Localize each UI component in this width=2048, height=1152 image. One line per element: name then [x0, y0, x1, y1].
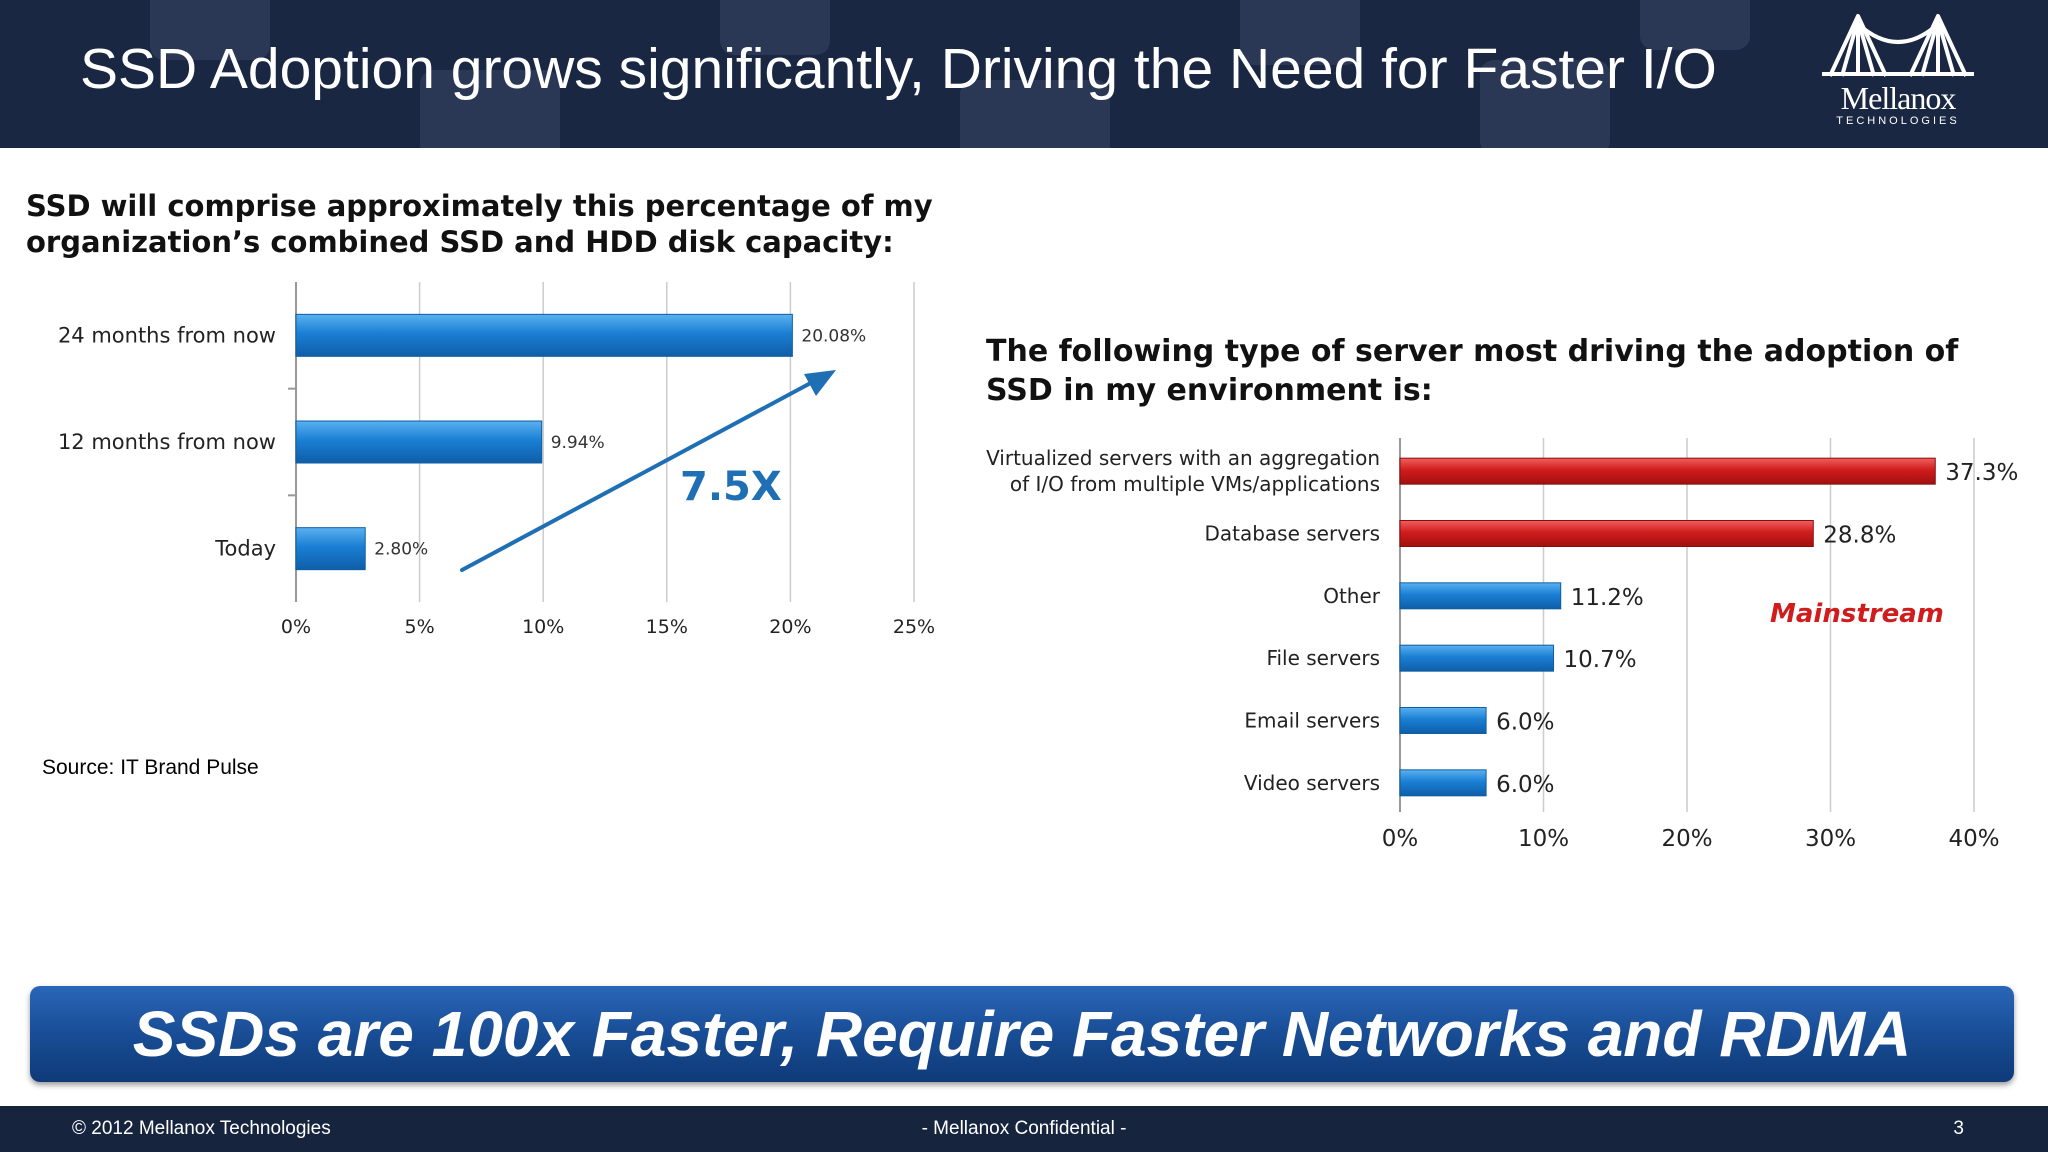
chart-2-x-tick-label: 10%: [1518, 826, 1569, 852]
logo-subtitle: TECHNOLOGIES: [1836, 115, 1960, 127]
chart-2-bar: [1399, 457, 1936, 485]
header-tile: [1240, 0, 1360, 65]
chart-1-x-tick-label: 15%: [646, 616, 688, 638]
logo-name: Mellanox: [1840, 80, 1957, 116]
growth-arrow-shaft: [460, 376, 822, 572]
chart-2-title-line: The following type of server most drivin…: [986, 334, 1959, 369]
chart-2-x-tick-label: 0%: [1382, 826, 1419, 852]
chart-1-title-line: SSD will comprise approximately this per…: [26, 189, 933, 223]
header-tile: [960, 80, 1110, 148]
chart-1-x-tick-label: 0%: [281, 616, 311, 638]
chart-2-bar: [1399, 644, 1555, 672]
server-type-chart: 0% 10% 20% 30% 40% Virtualized servers with a…: [986, 438, 2018, 852]
chart-1-bar: [295, 420, 543, 464]
chart-1-bar: [295, 313, 793, 357]
chart-1-value-label: 2.80%: [374, 540, 428, 560]
chart-2-title-line: SSD in my environment is:: [986, 373, 1433, 408]
page-number: 3: [1953, 1118, 1964, 1139]
chart-2-bar: [1399, 707, 1487, 734]
chart-2-x-tick-label: 30%: [1805, 826, 1856, 852]
slide-header: SSD Adoption grows significantly, Drivin…: [0, 0, 2048, 148]
chart-2-value-label: 6.0%: [1496, 772, 1554, 798]
growth-annotation: 7.5X: [680, 464, 782, 510]
chart-1-x-tick-label: 10%: [522, 616, 564, 638]
chart-2-category-label: Email servers: [1244, 709, 1380, 733]
chart-1-x-tick-label: 25%: [893, 616, 935, 638]
chart-1-title-line: organization’s combined SSD and HDD disk…: [26, 225, 894, 259]
chart-2-category-label: File servers: [1266, 646, 1380, 670]
header-tile: [1480, 60, 1610, 148]
footer: © 2012 Mellanox Technologies - Mellanox …: [0, 1106, 2048, 1152]
chart-2-category-label: Virtualized servers with an aggregation: [986, 446, 1380, 470]
chart-2-category-label: Database servers: [1204, 522, 1380, 546]
chart-2-bar: [1399, 582, 1562, 610]
chart-1-category-label: 24 months from now: [58, 323, 276, 347]
chart-1-value-label: 9.94%: [551, 433, 605, 453]
chart-1-category-label: Today: [214, 537, 276, 561]
chart-2-category-label: of I/O from multiple VMs/applications: [1010, 472, 1380, 496]
chart-1-x-tick-label: 5%: [405, 616, 435, 638]
chart-1-bar: [295, 527, 366, 571]
header-tile: [150, 0, 270, 60]
chart-2-title: The following type of server most drivin…: [986, 332, 1958, 410]
footer-confidential: - Mellanox Confidential -: [921, 1118, 1127, 1139]
banner-text: SSDs are 100x Faster, Require Faster Net…: [132, 998, 1912, 1070]
slide-title: SSD Adoption grows significantly, Drivin…: [80, 37, 1717, 101]
chart-1-category-label: 12 months from now: [58, 430, 276, 454]
chart-2-category-label: Video servers: [1244, 771, 1380, 795]
header-tile: [720, 0, 830, 55]
chart-2-value-label: 37.3%: [1945, 460, 2018, 486]
footer-copyright: © 2012 Mellanox Technologies: [72, 1118, 331, 1139]
bridge-logo-icon: [1822, 14, 1974, 77]
source-note: Source: IT Brand Pulse: [42, 756, 259, 779]
chart-1-x-tick-label: 20%: [769, 616, 811, 638]
chart-2-value-label: 11.2%: [1571, 585, 1644, 611]
chart-2-value-label: 28.8%: [1823, 523, 1896, 549]
header-tile: [420, 70, 560, 148]
chart-2-x-tick-label: 40%: [1948, 826, 1999, 852]
header-tile: [1640, 0, 1750, 50]
mainstream-annotation: Mainstream: [1770, 599, 1944, 629]
ssd-capacity-chart: 0% 5% 10% 15% 20% 25% 24 months from now 20.08%…: [58, 282, 935, 638]
chart-2-bar: [1399, 520, 1814, 547]
chart-2-value-label: 10.7%: [1564, 647, 1637, 673]
growth-arrow-head: [804, 370, 836, 396]
chart-1-title: SSD will comprise approximately this per…: [26, 188, 933, 260]
chart-2-x-tick-label: 20%: [1661, 826, 1712, 852]
chart-2-value-label: 6.0%: [1496, 710, 1554, 736]
mellanox-logo: Mellanox TECHNOLOGIES: [1818, 10, 1978, 138]
banner: SSDs are 100x Faster, Require Faster Net…: [30, 986, 2014, 1082]
chart-2-category-label: Other: [1323, 584, 1381, 608]
chart-1-value-label: 20.08%: [801, 326, 866, 346]
chart-2-bar: [1399, 769, 1487, 797]
